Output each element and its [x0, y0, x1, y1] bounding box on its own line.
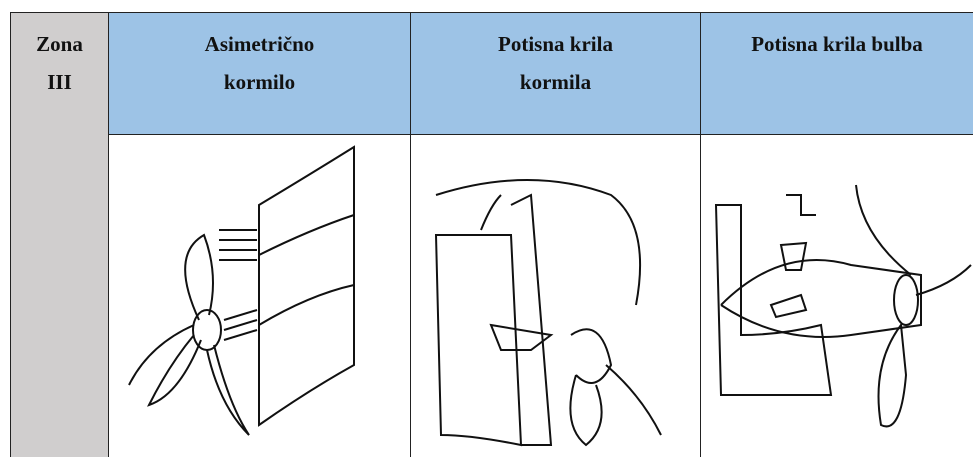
header-cell: Asimetrično kormilo: [108, 12, 410, 134]
header-text: Potisna krila bulba: [751, 32, 923, 56]
zone-cell: Zona III: [10, 12, 108, 457]
header-cell: Potisna krila bulba: [700, 12, 973, 134]
header-text: kormila: [519, 70, 592, 94]
image-cell: [410, 134, 700, 457]
bulb-fins-illustration: [714, 184, 972, 428]
header-text: Zona: [36, 32, 83, 56]
rudder-fins-illustration: [434, 179, 662, 447]
header-text: Potisna krila: [498, 32, 613, 56]
rudder-illustration: [128, 145, 355, 436]
image-cell: [700, 134, 973, 457]
header-cell: Potisna krila kormila: [410, 12, 700, 134]
header-text: III: [47, 70, 72, 94]
header-text: kormilo: [223, 70, 296, 94]
header-text: Asimetrično: [204, 32, 315, 56]
image-cell: [108, 134, 410, 457]
